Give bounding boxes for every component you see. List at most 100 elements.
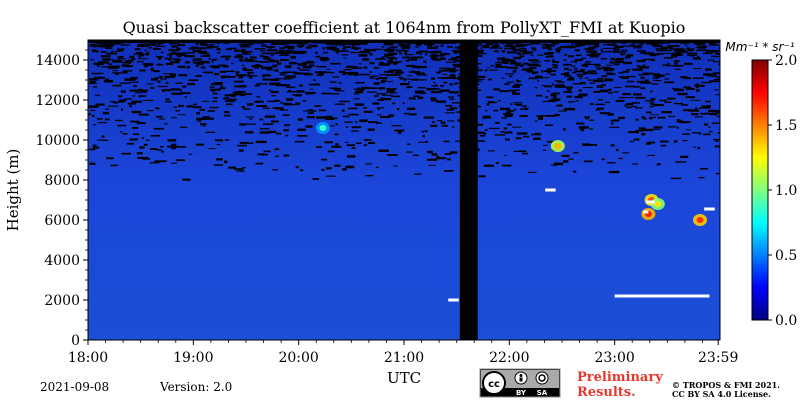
noise-pixel [558,110,567,112]
noise-pixel [381,56,384,58]
saturated-segment [646,200,655,204]
noise-pixel [297,67,301,69]
noise-pixel [453,51,458,54]
noise-pixel [432,82,436,84]
noise-pixel [241,45,247,48]
noise-pixel [123,44,130,46]
noise-pixel [477,89,482,91]
noise-pixel [235,71,240,74]
noise-pixel [90,59,94,61]
noise-pixel [110,164,118,167]
noise-pixel [239,43,243,46]
noise-pixel [514,83,521,86]
noise-pixel [564,107,575,111]
colorbar-gradient [751,59,769,321]
noise-pixel [601,66,611,69]
noise-pixel [188,153,193,155]
noise-pixel [445,104,453,107]
noise-pixel [600,58,608,60]
noise-pixel [91,72,101,75]
noise-pixel [90,109,96,112]
noise-pixel [170,61,180,64]
noise-pixel [503,127,508,130]
noise-pixel [626,80,634,83]
noise-pixel [563,59,567,61]
noise-pixel [282,114,290,116]
noise-pixel [495,66,506,68]
noise-pixel [607,92,613,94]
noise-pixel [376,166,379,169]
noise-pixel [327,150,335,153]
noise-pixel [243,69,253,71]
noise-pixel [628,131,639,134]
noise-pixel [408,81,411,83]
noise-pixel [556,50,561,53]
noise-pixel [286,104,298,106]
noise-pixel [160,51,164,54]
noise-pixel [715,94,720,96]
noise-pixel [279,54,290,56]
noise-pixel [399,78,407,80]
noise-pixel [270,90,279,94]
noise-pixel [92,43,97,46]
noise-pixel [391,125,402,127]
noise-pixel [363,139,372,141]
noise-pixel [699,133,702,135]
noise-pixel [263,150,271,153]
noise-pixel [204,117,214,120]
noise-pixel [576,43,585,45]
noise-pixel [656,163,661,166]
noise-pixel [507,51,517,54]
noise-pixel [306,60,314,63]
noise-pixel [359,73,370,76]
noise-pixel [675,68,681,70]
noise-pixel [195,42,199,45]
noise-pixel [169,58,178,60]
noise-pixel [526,51,530,55]
y-tick-label: 10000 [35,133,80,149]
noise-pixel [393,74,401,76]
noise-pixel [572,71,576,74]
noise-pixel [379,74,388,76]
noise-pixel [537,54,544,56]
noise-pixel [434,45,440,47]
noise-pixel [450,107,458,110]
noise-pixel [552,83,555,86]
noise-pixel [338,70,345,74]
noise-pixel [640,73,650,76]
noise-pixel [342,168,347,171]
noise-pixel [631,102,640,104]
noise-pixel [453,60,457,63]
noise-pixel [497,60,500,62]
noise-pixel [552,66,558,69]
noise-pixel [311,44,316,47]
noise-pixel [387,47,391,50]
noise-pixel [623,61,632,65]
noise-pixel [123,70,133,72]
noise-pixel [671,88,680,90]
noise-pixel [334,133,339,136]
noise-pixel [144,65,148,68]
noise-pixel [617,51,627,53]
noise-pixel [477,83,480,85]
noise-pixel [680,76,688,79]
noise-pixel [442,53,450,55]
preliminary-label-line1: Preliminary [577,370,663,385]
noise-pixel [351,126,362,129]
noise-pixel [590,103,594,106]
noise-pixel [387,81,393,83]
noise-pixel [89,148,96,151]
noise-pixel [544,52,553,55]
noise-pixel [655,76,661,78]
noise-pixel [338,82,342,84]
noise-pixel [279,47,285,50]
noise-pixel [155,115,163,118]
noise-pixel [574,60,578,63]
noise-pixel [256,105,267,107]
noise-pixel [186,105,194,108]
noise-pixel [687,49,694,52]
noise-pixel [649,55,657,57]
noise-pixel [545,115,556,117]
noise-pixel [240,75,244,78]
